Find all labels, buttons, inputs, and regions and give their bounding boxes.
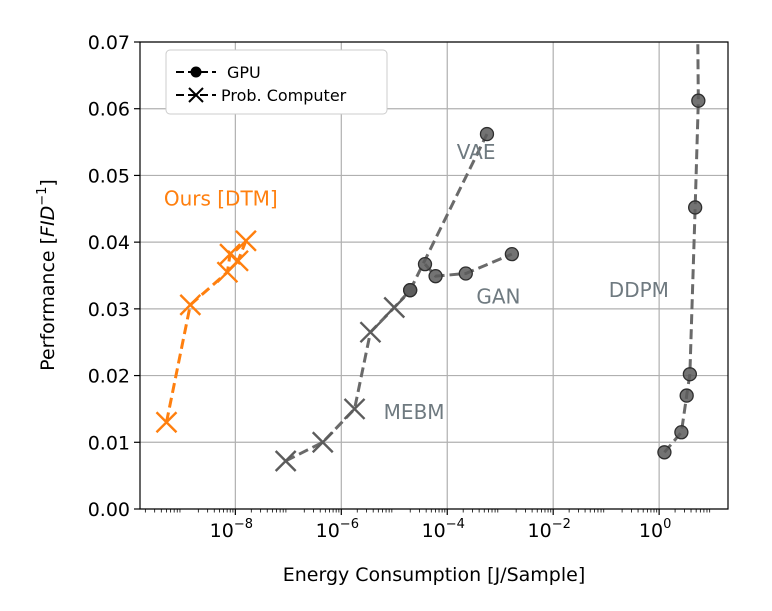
y-axis-title-suffix: ] bbox=[37, 179, 59, 186]
y-tick-label: 0.02 bbox=[88, 366, 130, 388]
x-tick-base: 10 bbox=[639, 520, 663, 542]
x-tick-base: 10 bbox=[316, 520, 340, 542]
series-label-mebm: MEBM bbox=[384, 400, 445, 424]
legend-x-marker bbox=[188, 87, 204, 103]
y-axis-title: Performance [FID−1] bbox=[35, 179, 59, 371]
plot-frame bbox=[139, 41, 729, 510]
data-point-x bbox=[359, 321, 382, 344]
series-ddpm: DDPM bbox=[609, 41, 706, 460]
series-line-vae bbox=[408, 133, 489, 291]
y-tick-label: 0.06 bbox=[88, 99, 130, 121]
legend-label-gpu: GPU bbox=[227, 63, 261, 82]
y-axis-title-exponent: −1 bbox=[35, 187, 50, 206]
y-tick-label: 0.05 bbox=[88, 165, 130, 187]
series-label-gan: GAN bbox=[476, 285, 520, 309]
x-tick-exponent: −2 bbox=[552, 517, 571, 532]
data-point-circle bbox=[479, 126, 495, 142]
y-tick-label: 0.04 bbox=[88, 232, 130, 254]
x-tick-exponent: −8 bbox=[234, 517, 253, 532]
y-axis-title-variable: FID bbox=[37, 206, 59, 237]
x-tick-label: 100 bbox=[639, 517, 671, 542]
x-tick-label: 10−2 bbox=[528, 517, 571, 542]
series-gan: GAN bbox=[417, 247, 521, 309]
data-point-circle bbox=[428, 269, 443, 284]
data-point-x bbox=[235, 229, 257, 252]
data-point-circle bbox=[679, 388, 694, 403]
data-point-circle bbox=[657, 445, 672, 460]
data-point-circle bbox=[674, 425, 689, 440]
x-axis-title: Energy Consumption [J/Sample] bbox=[283, 564, 586, 586]
series-line-ours-dtm bbox=[165, 240, 248, 423]
series-label-vae: VAE bbox=[457, 140, 496, 164]
series-label-ours-dtm: Ours [DTM] bbox=[164, 186, 278, 210]
x-tick-exponent: −4 bbox=[446, 517, 465, 532]
y-axis-title-prefix: Performance [ bbox=[37, 237, 59, 371]
y-tick-label: 0.07 bbox=[88, 32, 130, 54]
legend-entry-gpu: GPU bbox=[176, 63, 261, 82]
series-layer: Ours [DTM] MEBM VAE GAN DDPM bbox=[155, 41, 706, 472]
x-tick-label: 10−4 bbox=[422, 517, 465, 542]
data-point-circle bbox=[417, 257, 433, 272]
y-tick-label: 0.01 bbox=[88, 432, 130, 454]
data-point-circle bbox=[688, 200, 703, 215]
legend-entry-prob-computer: Prob. Computer bbox=[176, 86, 347, 105]
legend-circle-marker bbox=[190, 66, 202, 78]
data-point-x bbox=[274, 450, 297, 472]
x-tick-base: 10 bbox=[528, 520, 552, 542]
x-tick-exponent: 0 bbox=[663, 517, 671, 532]
x-tick-base: 10 bbox=[422, 520, 446, 542]
data-point-circle bbox=[403, 283, 418, 298]
legend-box bbox=[165, 49, 388, 115]
legend: GPU Prob. Computer bbox=[165, 49, 388, 115]
x-tick-label: 10−8 bbox=[210, 517, 253, 542]
x-tick-exponent: −6 bbox=[340, 517, 359, 532]
data-point-circle bbox=[691, 93, 706, 108]
data-point-circle bbox=[682, 367, 698, 382]
data-point-x bbox=[227, 249, 249, 272]
data-point-x bbox=[343, 398, 366, 420]
y-tick-label: 0.03 bbox=[88, 299, 130, 321]
x-tick-label: 10−6 bbox=[316, 517, 359, 542]
series-vae: VAE bbox=[403, 126, 496, 298]
x-tick-base: 10 bbox=[210, 520, 234, 542]
data-point-x bbox=[179, 294, 202, 316]
series-ours-dtm: Ours [DTM] bbox=[155, 186, 278, 434]
y-tick-label: 0.00 bbox=[88, 499, 130, 521]
data-point-circle bbox=[504, 247, 520, 262]
data-point-x bbox=[311, 431, 334, 454]
legend-label-prob-computer: Prob. Computer bbox=[221, 86, 347, 105]
series-line-gan bbox=[423, 252, 513, 278]
series-label-ddpm: DDPM bbox=[609, 278, 669, 302]
data-point-x bbox=[155, 411, 178, 434]
data-point-circle bbox=[458, 266, 473, 281]
data-point-x bbox=[383, 296, 406, 319]
